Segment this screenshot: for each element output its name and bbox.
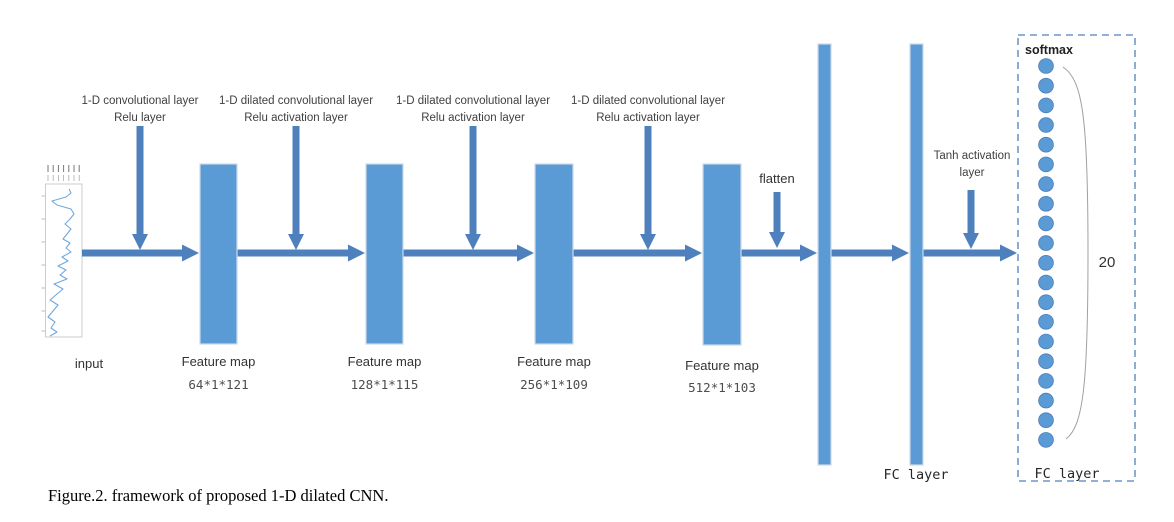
input-left-ticks	[41, 195, 45, 332]
output-node	[1038, 333, 1054, 350]
feature-map-4-size: 512*1*103	[688, 380, 756, 395]
output-node	[1038, 58, 1054, 74]
tanh-down-arrow	[963, 190, 979, 249]
tanh-activation: Tanh activation layer	[934, 150, 1011, 249]
feature-map-1-size: 64*1*121	[188, 377, 248, 392]
conv-stage-2-label-line1: 1-D dilated convolutional layer	[219, 95, 373, 107]
tanh-label-line2: layer	[960, 167, 985, 179]
conv-stage-4-down-arrow	[640, 126, 656, 250]
conv-stage-3: 1-D dilated convolutional layer Relu act…	[396, 95, 550, 250]
output-node	[1038, 97, 1054, 114]
output-dashed-border	[1017, 34, 1136, 482]
output-node	[1038, 392, 1054, 409]
feature-map-label-1: Feature map 64*1*121	[182, 354, 256, 392]
main-flow-arrow	[82, 244, 1017, 262]
input-plot-frame	[45, 183, 83, 338]
conv-stage-1-label-line1: 1-D convolutional layer	[82, 95, 199, 107]
feature-map-label-4: Feature map 512*1*103	[685, 358, 759, 395]
output-node	[1038, 117, 1054, 133]
feature-map-block-4	[702, 163, 742, 346]
conv-stage-3-label-line2: Relu activation layer	[421, 112, 525, 124]
output-brace	[1062, 66, 1089, 440]
output-node	[1038, 254, 1054, 271]
output-nodes	[1038, 58, 1054, 448]
output-box: softmax 20 FC layer	[1017, 34, 1136, 482]
flatten-down-arrow	[769, 192, 785, 248]
conv-stage-2-label-line2: Relu activation layer	[244, 112, 348, 124]
conv-stage-1-label-line2: Relu layer	[114, 112, 166, 124]
output-node	[1038, 77, 1054, 94]
conv-stage-1: 1-D convolutional layer Relu layer	[82, 95, 199, 250]
output-node	[1038, 215, 1054, 232]
output-node	[1038, 313, 1054, 330]
feature-map-block-3	[534, 163, 574, 345]
softmax-label: softmax	[1025, 43, 1073, 57]
conv-stage-2-down-arrow	[288, 126, 304, 250]
feature-map-2-title: Feature map	[348, 354, 422, 369]
output-node	[1038, 294, 1054, 311]
feature-map-3-title: Feature map	[517, 354, 591, 369]
feature-map-block-2	[365, 163, 404, 345]
feature-map-label-2: Feature map 128*1*115	[348, 354, 422, 392]
output-node	[1038, 235, 1054, 251]
tanh-label-line1: Tanh activation	[934, 150, 1011, 162]
feature-map-1-title: Feature map	[182, 354, 256, 369]
conv-stage-3-down-arrow	[465, 126, 481, 250]
output-node	[1038, 412, 1054, 429]
output-node	[1038, 373, 1054, 389]
input-label: input	[75, 356, 104, 371]
conv-stage-4: 1-D dilated convolutional layer Relu act…	[571, 95, 725, 250]
output-node-count: 20	[1099, 254, 1116, 271]
output-node	[1038, 176, 1054, 192]
output-node	[1038, 136, 1054, 153]
output-node	[1038, 274, 1054, 291]
flatten-label: flatten	[759, 171, 794, 186]
conv-stage-2: 1-D dilated convolutional layer Relu act…	[219, 95, 373, 250]
input-signal-plot	[41, 165, 83, 338]
conv-stage-3-label-line1: 1-D dilated convolutional layer	[396, 95, 550, 107]
conv-stage-4-label-line2: Relu activation layer	[596, 112, 700, 124]
feature-map-4-title: Feature map	[685, 358, 759, 373]
fc-bar-2	[909, 43, 924, 466]
feature-map-3-size: 256*1*109	[520, 377, 588, 392]
figure-caption: Figure.2. framework of proposed 1-D dila…	[48, 486, 389, 505]
conv-stage-4-label-line1: 1-D dilated convolutional layer	[571, 95, 725, 107]
output-node	[1038, 353, 1054, 370]
fc-layer-label: FC layer	[883, 467, 948, 483]
input-waveform	[47, 188, 75, 337]
fc-bar-1	[817, 43, 832, 466]
output-node	[1038, 196, 1054, 212]
output-node	[1038, 156, 1054, 173]
conv-stage-1-down-arrow	[132, 126, 148, 250]
feature-map-2-size: 128*1*115	[351, 377, 419, 392]
feature-map-label-3: Feature map 256*1*109	[517, 354, 591, 392]
feature-map-block-1	[199, 163, 238, 345]
output-node	[1038, 432, 1054, 448]
input-axis-ticks	[47, 165, 80, 181]
output-fc-layer-label: FC layer	[1034, 466, 1099, 482]
